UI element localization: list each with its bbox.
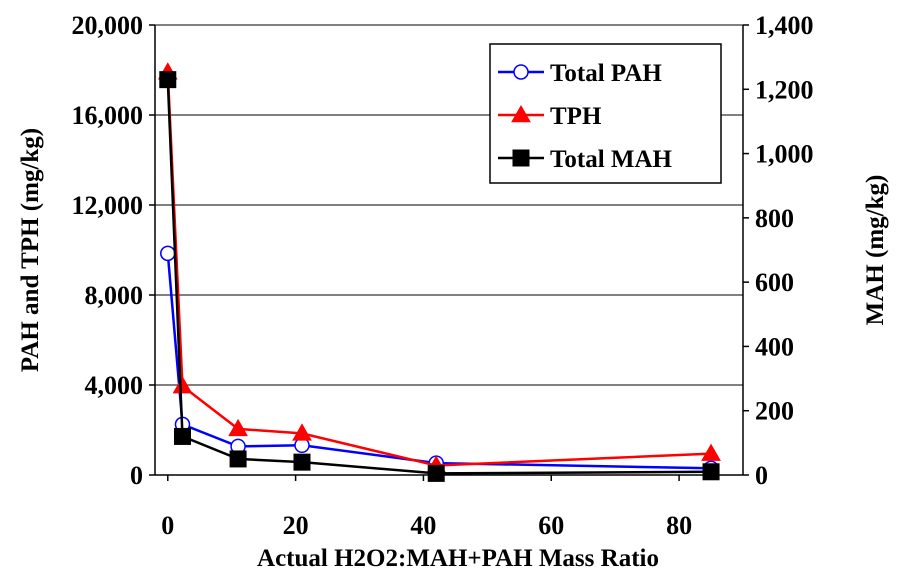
data-point-s2 [427,464,445,482]
data-point-s2 [173,427,191,445]
data-point-s2 [293,453,311,471]
series-line-0 [166,253,712,470]
series-line-2 [166,79,712,475]
y-tick-label: 12,000 [72,191,144,220]
x-tick-label: 0 [161,511,174,540]
data-point-s1 [701,443,721,461]
data-point-s1 [228,418,248,437]
data-point-s1 [292,423,312,441]
x-tick-label: 40 [410,511,436,540]
legend-marker-2 [512,149,530,167]
y2-tick-label: 1,000 [755,140,814,169]
axes: 04,0008,00012,00016,00020,00002004006008… [72,11,814,540]
legend-label: Total MAH [550,146,673,173]
data-point-s2 [229,450,247,468]
y2-tick-label: 600 [755,268,794,297]
legend-label: Total PAH [550,60,662,87]
y2-tick-label: 200 [755,397,794,426]
y-axis-title: PAH and TPH (mg/kg) [17,128,44,372]
y-tick-label: 20,000 [72,11,144,40]
y2-axis-title: MAH (mg/kg) [862,175,889,326]
y-tick-label: 4,000 [85,371,144,400]
y2-tick-label: 0 [755,461,768,490]
data-point-s2 [159,71,177,89]
data-point-s2 [702,463,720,481]
y-tick-label: 0 [130,461,143,490]
x-tick-label: 20 [283,511,309,540]
y2-tick-label: 1,400 [755,11,814,40]
x-tick-label: 80 [666,511,692,540]
legend-marker-0 [513,64,529,80]
y2-tick-label: 1,200 [755,75,814,104]
series-layer [157,62,721,482]
legend-label: TPH [550,103,602,130]
legend-marker-1 [511,104,531,123]
x-axis-title: Actual H2O2:MAH+PAH Mass Ratio [257,545,659,572]
y2-tick-label: 800 [755,204,794,233]
data-point-s0 [160,245,176,262]
y-tick-label: 16,000 [72,101,144,130]
x-tick-label: 60 [538,511,564,540]
legend: Total PAH TPH Total MAH [489,43,722,184]
data-point-s1 [172,376,193,394]
y2-tick-label: 400 [755,332,794,361]
series-line-1 [166,72,712,467]
y-tick-label: 8,000 [85,281,144,310]
